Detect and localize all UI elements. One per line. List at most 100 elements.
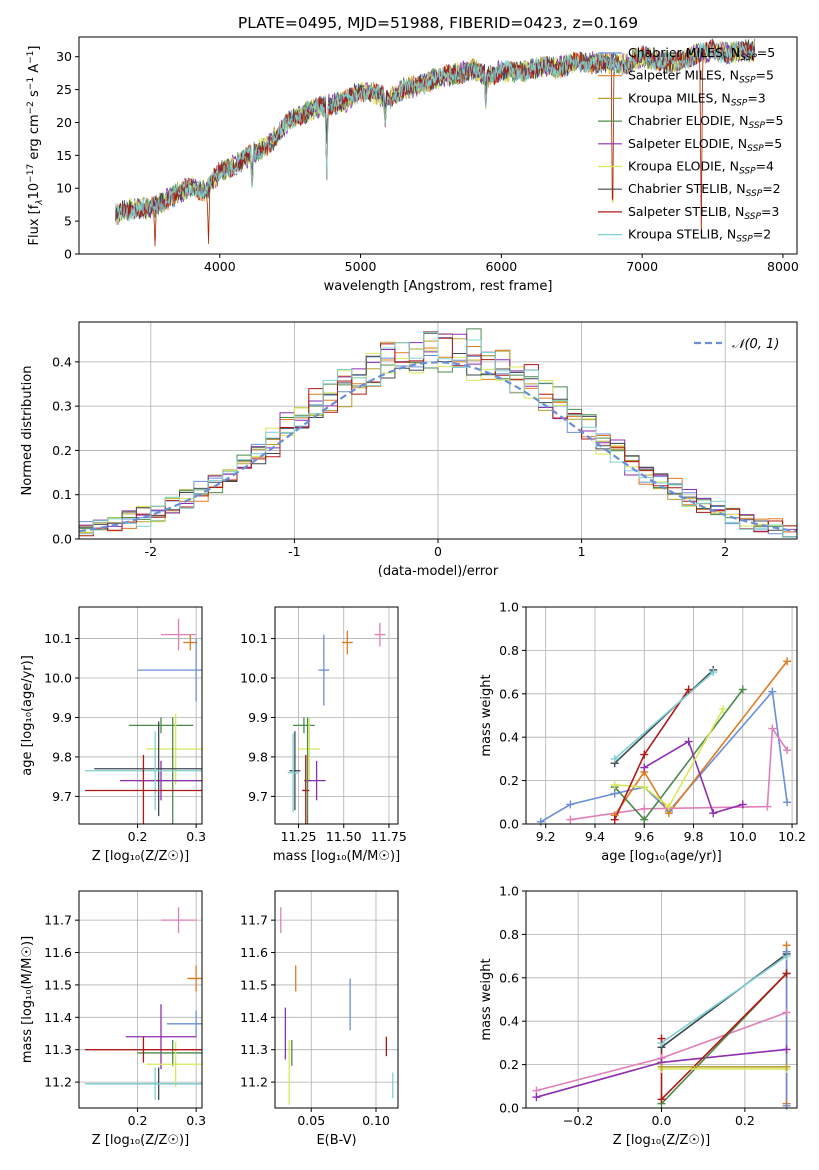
y-tick-label: 0 [64,247,72,262]
plus-marker [532,1093,541,1102]
x-tick-label: −0.2 [563,1113,593,1128]
x-tick-label: 0.3 [186,1113,206,1128]
plus-marker [783,657,792,666]
plus-marker [610,780,619,789]
plus-marker [768,724,777,733]
y-tick-label: 11.7 [44,913,72,928]
mass-weight-line [660,972,788,1102]
y-tick-label: 11.4 [240,1010,268,1025]
legend-entry: Kroupa STELIB, NSSP=2 [628,227,771,245]
x-tick-label: 7000 [626,259,658,274]
y-tick-label: 0.2 [499,773,519,788]
plus-marker [768,687,777,696]
y-tick-label: 11.2 [44,1075,72,1090]
error-bar-point [307,760,326,801]
y-tick-label: 5 [64,214,72,229]
error-bar-point [120,760,202,801]
normal-curve [79,361,797,533]
y-tick-label: 0.0 [52,532,72,547]
y-tick-label: 0.8 [499,927,519,942]
y-tick-label: 30 [56,49,72,64]
x-tick-label: 11.25 [281,829,317,844]
plus-marker [783,746,792,755]
y-tick-label: 0.3 [52,399,72,414]
plus-marker [640,763,649,772]
plus-marker [763,802,772,811]
plus-marker [536,817,545,826]
x-tick-label: 9.6 [634,829,654,844]
error-bar-point [374,622,386,647]
plus-marker [640,815,649,824]
age-vs-Z-plot-area [84,618,202,824]
plus-marker [640,804,649,813]
mass-weight-vs-Z-panel: −0.2 0.0 0.2 0.0 0.2 0.4 0.6 0.8 1.0 Z [log₁₀(Z/Z… [479,884,798,1148]
plus-marker [782,969,791,978]
y-tick-label: 1.0 [499,884,519,899]
y-tick-label: 1.0 [499,600,519,615]
y-tick-label: 11.6 [240,945,268,960]
plus-marker [664,802,673,811]
spectrum-legend: Chabrier MILES, NSSP=5 Salpeter MILES, NS… [598,45,783,245]
y-tick-label: 9.9 [248,710,268,725]
y-tick-label: 0.8 [499,643,519,658]
y-tick-label: 10.1 [240,631,268,646]
error-bar-point [318,634,330,706]
x-axis-label: mass [log₁₀(M/M☉)] [273,849,400,864]
y-tick-label: 11.7 [240,913,268,928]
mass-vs-ebv-panel: 0.05 0.10 11.2 11.3 11.4 11.5 11.6 11.7 E(B-V) [240,890,399,1148]
mass-weight-line [643,740,744,815]
error-bar-point [94,721,202,817]
y-tick-label: 11.5 [240,977,268,992]
legend-entry: Salpeter ELODIE, NSSP=5 [628,136,782,154]
x-tick-label: 1 [578,544,586,559]
error-bar-point [146,713,202,785]
y-tick-label: 9.7 [52,789,72,804]
error-bar-point [84,754,202,824]
legend-entry: Salpeter MILES, NSSP=5 [628,68,774,86]
x-axis-label: wavelength [Angstrom, rest frame] [324,279,553,294]
y-tick-label: 0.2 [52,443,72,458]
y-tick-label: 11.3 [44,1042,72,1057]
error-bar-point [137,1039,202,1066]
error-bar-point [166,1010,202,1037]
residual-histogram [79,331,797,539]
error-bar-point [161,907,197,934]
y-axis-label: mass weight [479,958,494,1040]
plus-marker [783,798,792,807]
mass-vs-Z-plot-area [84,907,202,1100]
x-tick-label: 0.2 [128,829,148,844]
y-axis-label: mass weight [479,674,494,756]
x-tick-label: 2 [721,544,729,559]
legend-entry: Chabrier STELIB, NSSP=2 [628,181,781,199]
y-tick-label: 10.0 [240,671,268,686]
y-tick-label: 15 [56,148,72,163]
error-bar-point [298,717,321,781]
error-bar-point [187,965,202,992]
y-tick-label: 0.1 [52,487,72,502]
age-vs-mass-plot-area [287,622,386,824]
y-tick-label: 25 [56,82,72,97]
plus-marker [709,809,718,818]
legend-entry: Chabrier MILES, NSSP=5 [628,45,775,63]
plus-marker [566,800,575,809]
y-tick-label: 0.0 [499,817,519,832]
axes-frame [78,606,203,825]
plus-marker [566,815,575,824]
legend-entry: Salpeter STELIB, NSSP=3 [628,204,779,222]
x-tick-label: 8000 [767,259,799,274]
error-bar-point [287,733,299,813]
x-tick-label: 0.2 [735,1113,755,1128]
plus-marker [782,1062,791,1071]
y-axis-label: Flux [fλ10−17 erg cm−2 s−1 A−1] [26,46,45,246]
plus-marker [610,815,619,824]
x-tick-label: 10.0 [729,829,757,844]
mass-weight-line [614,671,714,760]
x-tick-label: 0 [434,544,442,559]
x-tick-label: 6000 [485,259,517,274]
y-axis-label: mass [log₁₀(M/M☉)] [20,936,35,1063]
plus-marker [738,800,747,809]
y-tick-label: 9.9 [52,710,72,725]
residuals-legend: 𝒩(0, 1) [694,337,779,352]
y-tick-label: 10.1 [44,631,72,646]
y-tick-label: 10 [56,181,72,196]
